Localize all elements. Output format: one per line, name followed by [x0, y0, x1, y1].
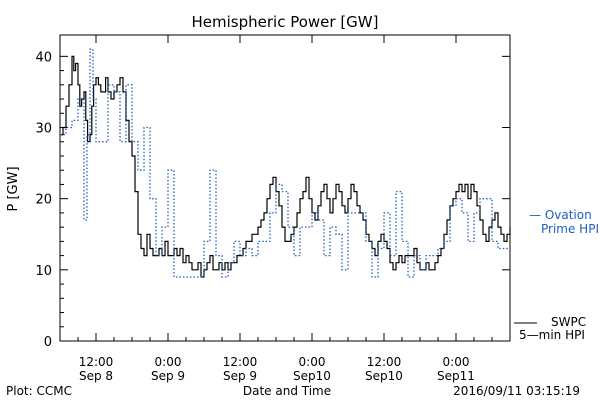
footer-timestamp: 2016/09/11 03:15:19 — [453, 384, 580, 398]
legend: — Ovation Prime HPI SWPC 5—min HPI — [514, 208, 599, 342]
series-line-swpc — [60, 55, 511, 278]
x-tick-date-1: Sep 9 — [151, 369, 185, 383]
x-tick-time-4: 12:00 — [367, 355, 402, 369]
legend-swpc-label-1: SWPC — [551, 315, 586, 329]
legend-item-swpc: SWPC 5—min HPI — [514, 315, 586, 342]
x-tick-date-3: Sep10 — [293, 369, 331, 383]
chart-title: Hemispheric Power [GW] — [192, 13, 379, 31]
x-tick-time-3: 0:00 — [299, 355, 326, 369]
y-axis-label: P [GW] — [6, 166, 21, 211]
legend-swpc-label-2: 5—min HPI — [519, 328, 585, 342]
x-tick-time-5: 0:00 — [443, 355, 470, 369]
y-axis-ticks: 0 10 20 30 40 — [35, 50, 510, 350]
legend-item-ovation: — Ovation Prime HPI — [529, 208, 599, 236]
x-tick-time-0: 12:00 — [79, 355, 114, 369]
x-tick-time-2: 12:00 — [223, 355, 258, 369]
y-tick-label-30: 30 — [35, 122, 52, 137]
legend-ovation-label-1: — Ovation — [529, 208, 592, 222]
x-axis-label: Date and Time — [243, 384, 331, 398]
y-tick-label-0: 0 — [44, 335, 52, 350]
footer-source: Plot: CCMC — [6, 384, 72, 398]
y-tick-label-40: 40 — [35, 50, 52, 65]
series-line-ovation — [60, 48, 510, 278]
legend-ovation-label-2: Prime HPI — [541, 222, 599, 236]
x-tick-date-2: Sep 9 — [223, 369, 257, 383]
y-tick-label-20: 20 — [35, 193, 52, 208]
series-layer — [60, 48, 511, 278]
y-tick-label-10: 10 — [35, 264, 52, 279]
x-tick-time-1: 0:00 — [155, 355, 182, 369]
x-tick-date-0: Sep 8 — [79, 369, 113, 383]
x-tick-date-4: Sep10 — [365, 369, 403, 383]
x-tick-date-5: Sep11 — [437, 369, 475, 383]
plot-frame — [59, 34, 511, 342]
